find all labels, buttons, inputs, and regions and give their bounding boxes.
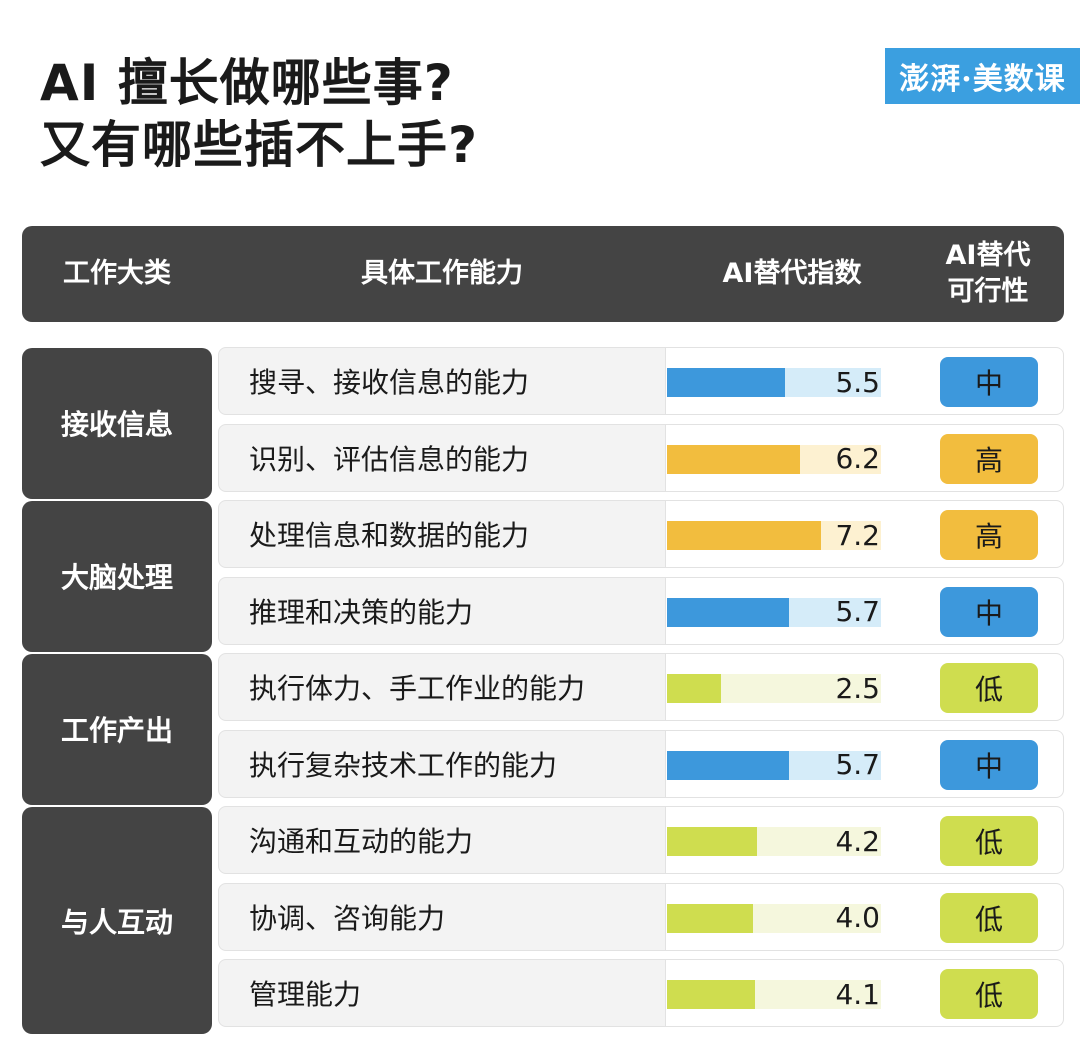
- bar: [667, 827, 757, 856]
- skill-label: 沟通和互动的能力: [218, 806, 666, 874]
- chart-title: AI 擅长做哪些事? 又有哪些插不上手?: [40, 52, 478, 176]
- bar-track: [667, 980, 881, 1009]
- header-category: 工作大类: [63, 258, 171, 289]
- title-line-1: AI 擅长做哪些事?: [40, 54, 454, 112]
- table-header: 工作大类 具体工作能力 AI替代指数 AI替代 可行性: [22, 226, 1064, 322]
- skill-label: 推理和决策的能力: [218, 576, 666, 645]
- feasibility-badge: 中: [940, 586, 1038, 637]
- logo-text: 澎湃·美数课: [899, 62, 1066, 97]
- table-row: 沟通和互动的能力 4.2 低: [0, 806, 1080, 874]
- index-cell: 5.5: [666, 347, 930, 415]
- index-cell: 2.5: [666, 653, 930, 721]
- index-cell: 5.7: [666, 576, 930, 645]
- bar-track: [667, 521, 881, 550]
- index-cell: 4.1: [666, 959, 930, 1027]
- bar-track: [667, 674, 881, 703]
- feasibility-cell: 低: [930, 806, 1064, 874]
- skill-label: 搜寻、接收信息的能力: [218, 347, 666, 415]
- skill-label: 识别、评估信息的能力: [218, 423, 666, 492]
- bar-track: [667, 750, 881, 780]
- brand-logo: 澎湃·美数课: [885, 48, 1080, 104]
- feasibility-cell: 中: [930, 347, 1064, 415]
- feasibility-badge: 低: [940, 663, 1038, 713]
- group-label: 工作产出: [22, 654, 212, 805]
- index-cell: 6.2: [666, 423, 930, 492]
- header-index: AI替代指数: [722, 258, 862, 289]
- bar-track: [667, 368, 881, 397]
- data-label: 6.2: [835, 442, 880, 475]
- table-row: 搜寻、接收信息的能力 5.5 中: [0, 347, 1080, 415]
- feasibility-cell: 高: [930, 423, 1064, 492]
- index-cell: 4.2: [666, 806, 930, 874]
- title-line-2: 又有哪些插不上手?: [40, 116, 479, 174]
- index-cell: 7.2: [666, 500, 930, 568]
- bar: [667, 521, 821, 550]
- table-row: 处理信息和数据的能力 7.2 高: [0, 500, 1080, 568]
- skill-label: 管理能力: [218, 959, 666, 1027]
- bar-track: [667, 827, 881, 856]
- table-row: 推理和决策的能力 5.7 中: [0, 576, 1080, 645]
- feasibility-badge: 高: [940, 433, 1038, 484]
- data-label: 4.2: [835, 824, 880, 858]
- feasibility-cell: 低: [930, 882, 1064, 951]
- skill-label: 处理信息和数据的能力: [218, 500, 666, 568]
- header-skill: 具体工作能力: [361, 258, 523, 289]
- data-label: 5.5: [835, 365, 880, 399]
- index-cell: 5.7: [666, 729, 930, 798]
- table-row: 执行复杂技术工作的能力 5.7 中: [0, 729, 1080, 798]
- table-row: 执行体力、手工作业的能力 2.5 低: [0, 653, 1080, 721]
- data-label: 2.5: [835, 671, 880, 705]
- feasibility-badge: 中: [940, 357, 1038, 407]
- skill-label: 协调、咨询能力: [218, 882, 666, 951]
- feasibility-cell: 低: [930, 959, 1064, 1027]
- data-label: 7.2: [835, 518, 880, 552]
- feasibility-cell: 高: [930, 500, 1064, 568]
- bar: [667, 674, 721, 703]
- skill-label: 执行复杂技术工作的能力: [218, 729, 666, 798]
- data-label: 5.7: [835, 748, 880, 781]
- bar: [667, 903, 753, 933]
- bar: [667, 980, 755, 1009]
- feasibility-badge: 低: [940, 816, 1038, 866]
- bar: [667, 597, 789, 627]
- feasibility-badge: 低: [940, 892, 1038, 943]
- group-label: 接收信息: [22, 348, 212, 499]
- index-cell: 4.0: [666, 882, 930, 951]
- table-row: 管理能力 4.1 低: [0, 959, 1080, 1027]
- feasibility-badge: 中: [940, 739, 1038, 790]
- bar-track: [667, 903, 881, 933]
- table-row: 协调、咨询能力 4.0 低: [0, 882, 1080, 951]
- feasibility-cell: 低: [930, 653, 1064, 721]
- data-label: 4.1: [835, 977, 880, 1011]
- group-label: 大脑处理: [22, 501, 212, 652]
- header-feasibility: AI替代 可行性: [945, 240, 1031, 307]
- bar-track: [667, 444, 881, 474]
- bar: [667, 444, 800, 474]
- bar-track: [667, 597, 881, 627]
- bar: [667, 750, 789, 780]
- feasibility-cell: 中: [930, 729, 1064, 798]
- table-row: 识别、评估信息的能力 6.2 高: [0, 423, 1080, 492]
- group-label: 与人互动: [22, 807, 212, 1034]
- feasibility-badge: 低: [940, 969, 1038, 1019]
- bar: [667, 368, 785, 397]
- data-label: 5.7: [835, 595, 880, 628]
- feasibility-cell: 中: [930, 576, 1064, 645]
- skill-label: 执行体力、手工作业的能力: [218, 653, 666, 721]
- data-label: 4.0: [835, 901, 880, 934]
- feasibility-badge: 高: [940, 510, 1038, 560]
